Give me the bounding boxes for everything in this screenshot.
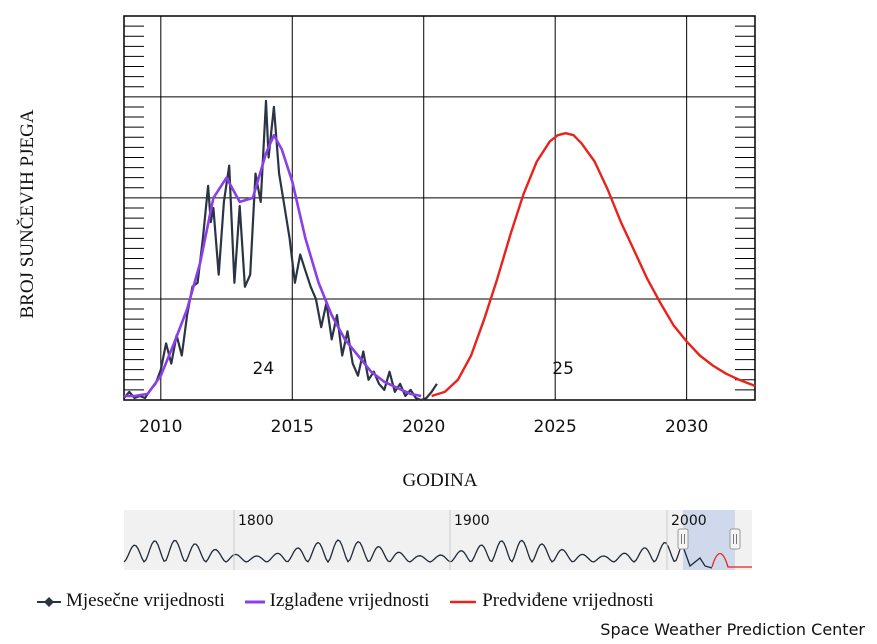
x-tick-label: 2010 [139, 417, 182, 437]
navigator-handle-right[interactable] [729, 528, 741, 550]
legend: Mjesečne vrijednosti Izglađene vrijednos… [36, 590, 668, 612]
legend-label-monthly: Mjesečne vrijednosti [66, 590, 225, 611]
legend-label-smoothed: Izglađene vrijednosti [269, 590, 430, 611]
navigator-prediction-line [711, 552, 752, 568]
legend-swatch-predicted-icon [450, 600, 477, 603]
legend-swatch-smoothed-icon [244, 600, 265, 604]
cycle-labels: 24 25 [253, 359, 574, 379]
plot-grid [123, 15, 756, 401]
navigator-background [124, 510, 752, 570]
cycle-label: 24 [253, 359, 275, 379]
legend-item-predicted[interactable]: Predviđene vrijednosti [448, 590, 654, 612]
legend-item-monthly[interactable]: Mjesečne vrijednosti [36, 590, 225, 612]
navigator-selection [683, 510, 735, 570]
x-axis-label: GODINA [402, 470, 478, 491]
chart-canvas: 24 25 2010 2015 2020 2025 2030 1800 1900 2000 [123, 15, 756, 570]
navigator-handle-left[interactable] [677, 528, 689, 550]
series-line-1 [124, 133, 422, 398]
y-axis-label: BROJ SUNČEVIH PJEGA [17, 109, 38, 319]
x-tick-label: 2020 [402, 417, 445, 437]
series-line-2 [431, 131, 756, 398]
navigator-history-line [123, 539, 713, 569]
navigator-label: 2000 [671, 513, 707, 529]
cycle-label: 25 [552, 359, 574, 379]
legend-label-predicted: Predviđene vrijednosti [482, 590, 654, 611]
navigator[interactable]: 1800 1900 2000 [123, 510, 752, 570]
navigator-label: 1900 [454, 513, 490, 529]
legend-swatch-monthly-icon [37, 596, 61, 607]
x-tick-label: 2030 [665, 417, 708, 437]
x-tick-label: 2025 [534, 417, 577, 437]
legend-item-smoothed[interactable]: Izglađene vrijednosti [244, 590, 430, 612]
navigator-label: 1800 [238, 513, 274, 529]
plot-frame [123, 15, 756, 401]
x-tick-labels: 2010 2015 2020 2025 2030 [139, 417, 708, 437]
y-axis-ticks [124, 25, 755, 391]
series-layer [123, 99, 756, 402]
x-tick-label: 2015 [271, 417, 314, 437]
credit-text: Space Weather Prediction Center [600, 620, 865, 639]
